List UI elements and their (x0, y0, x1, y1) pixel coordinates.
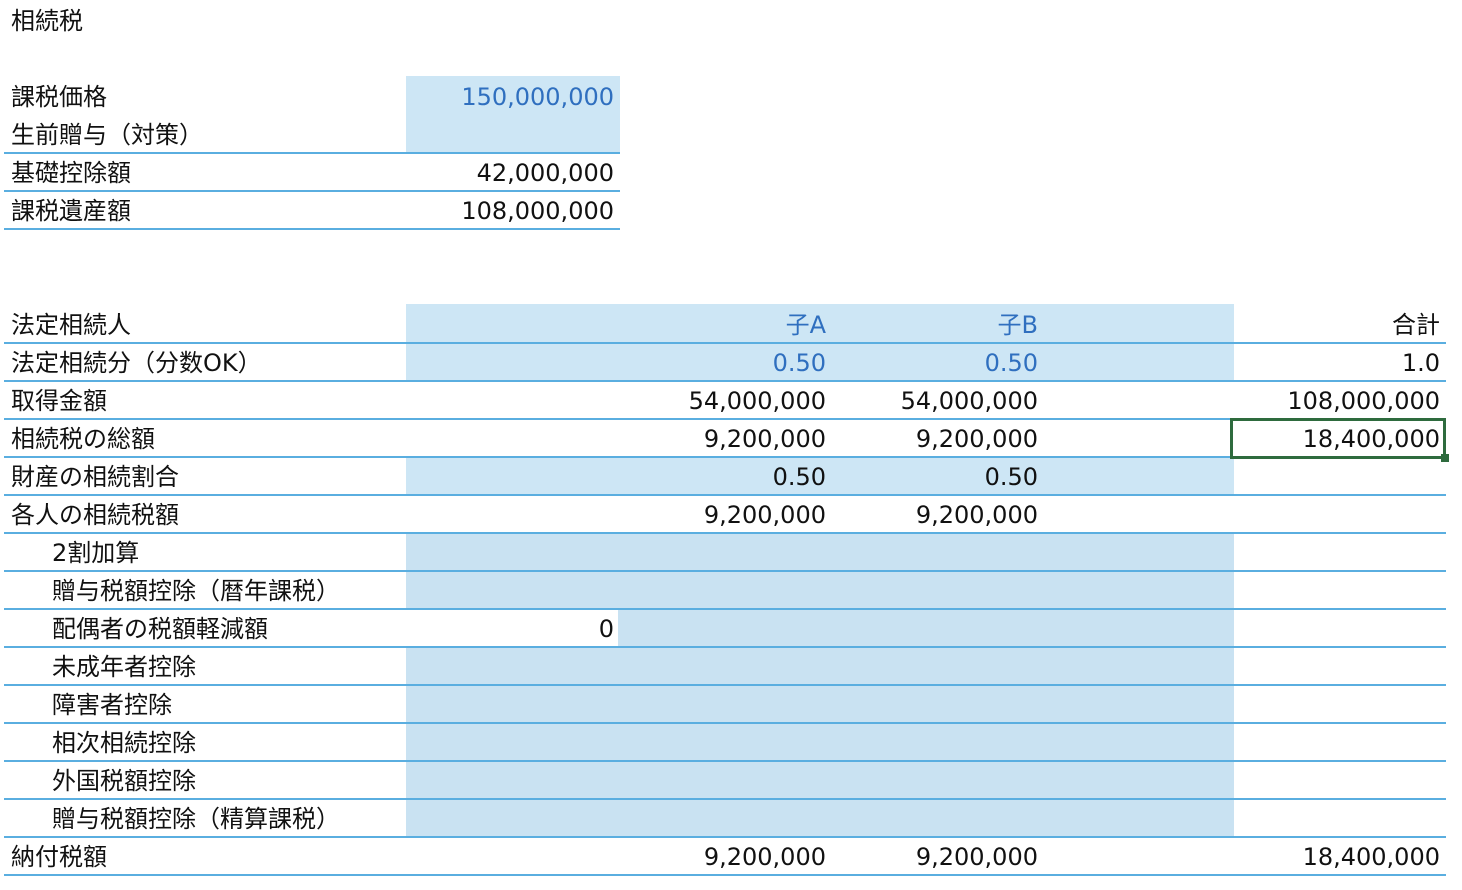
taxable-estate-label: 課税遺産額 (11, 197, 131, 225)
foreign-tax-credit-label: 外国税額控除 (52, 767, 196, 795)
minor-deduction-label: 未成年者控除 (52, 653, 196, 681)
divider (4, 456, 1446, 458)
divider (4, 228, 620, 230)
legal-share-label: 法定相続分（分数OK） (11, 349, 262, 377)
gift-tax-credit-settlement-label: 贈与税額控除（精算課税） (52, 805, 340, 833)
heir-b-share-input[interactable]: 0.50 (984, 349, 1038, 377)
fill-handle[interactable] (1441, 454, 1449, 462)
heir-a-total-tax[interactable]: 9,200,000 (703, 425, 826, 453)
divider (4, 646, 1446, 648)
heir-b-individual-tax[interactable]: 9,200,000 (915, 501, 1038, 529)
sheet-title: 相続税 (11, 7, 83, 35)
total-header: 合計 (1392, 311, 1440, 339)
heir-a-tax-payable[interactable]: 9,200,000 (703, 843, 826, 871)
basic-deduction-label: 基礎控除額 (11, 159, 131, 187)
share-total[interactable]: 1.0 (1401, 349, 1440, 377)
deduction-highlight (618, 608, 1234, 646)
divider (4, 532, 1446, 534)
heir-a-acquired[interactable]: 54,000,000 (688, 387, 826, 415)
divider (4, 722, 1446, 724)
divider (4, 190, 620, 192)
divider (4, 570, 1446, 572)
heir-b-header[interactable]: 子B (997, 311, 1038, 339)
pre-death-gift-label: 生前贈与（対策） (11, 121, 203, 149)
total-tax-total[interactable]: 18,400,000 (1302, 425, 1440, 453)
divider (4, 380, 1446, 382)
divider (4, 418, 1446, 420)
successive-inheritance-deduction-label: 相次相続控除 (52, 729, 196, 757)
heir-a-header[interactable]: 子A (785, 311, 826, 339)
ratio-highlight (406, 456, 1234, 494)
total-inheritance-tax-label: 相続税の総額 (11, 425, 155, 453)
input-highlight (406, 76, 620, 152)
divider (4, 684, 1446, 686)
basic-deduction-value[interactable]: 42,000,000 (476, 159, 614, 187)
legal-heirs-label: 法定相続人 (11, 311, 131, 339)
divider (4, 836, 1446, 838)
tax-payable-total[interactable]: 18,400,000 (1302, 843, 1440, 871)
acquired-amount-label: 取得金額 (11, 387, 107, 415)
taxable-price-label: 課税価格 (11, 83, 107, 111)
tax-payable-label: 納付税額 (11, 843, 107, 871)
divider (4, 342, 1446, 344)
divider (4, 874, 1446, 876)
gift-tax-credit-annual-label: 贈与税額控除（暦年課税） (52, 577, 340, 605)
disability-deduction-label: 障害者控除 (52, 691, 172, 719)
deduction-highlight (406, 646, 1234, 836)
heir-a-share-input[interactable]: 0.50 (772, 349, 826, 377)
taxable-price-input[interactable]: 150,000,000 (461, 83, 614, 111)
selected-cell-border (1230, 418, 1446, 459)
heir-a-ratio[interactable]: 0.50 (772, 463, 826, 491)
acquired-total[interactable]: 108,000,000 (1287, 387, 1440, 415)
individual-tax-label: 各人の相続税額 (11, 501, 179, 529)
heir-b-tax-payable[interactable]: 9,200,000 (915, 843, 1038, 871)
pre-death-gift-input[interactable] (406, 116, 620, 154)
inheritance-ratio-label: 財産の相続割合 (11, 463, 179, 491)
spouse-tax-reduction-value[interactable]: 0 (598, 615, 614, 643)
heir-b-total-tax[interactable]: 9,200,000 (915, 425, 1038, 453)
divider (4, 152, 620, 154)
divider (4, 760, 1446, 762)
heir-b-acquired[interactable]: 54,000,000 (900, 387, 1038, 415)
twenty-percent-surcharge-label: 2割加算 (52, 539, 140, 567)
spouse-tax-reduction-label: 配偶者の税額軽減額 (52, 615, 268, 643)
divider (4, 798, 1446, 800)
taxable-estate-value[interactable]: 108,000,000 (461, 197, 614, 225)
divider (4, 608, 1446, 610)
divider (4, 494, 1446, 496)
heir-a-individual-tax[interactable]: 9,200,000 (703, 501, 826, 529)
heir-b-ratio[interactable]: 0.50 (984, 463, 1038, 491)
